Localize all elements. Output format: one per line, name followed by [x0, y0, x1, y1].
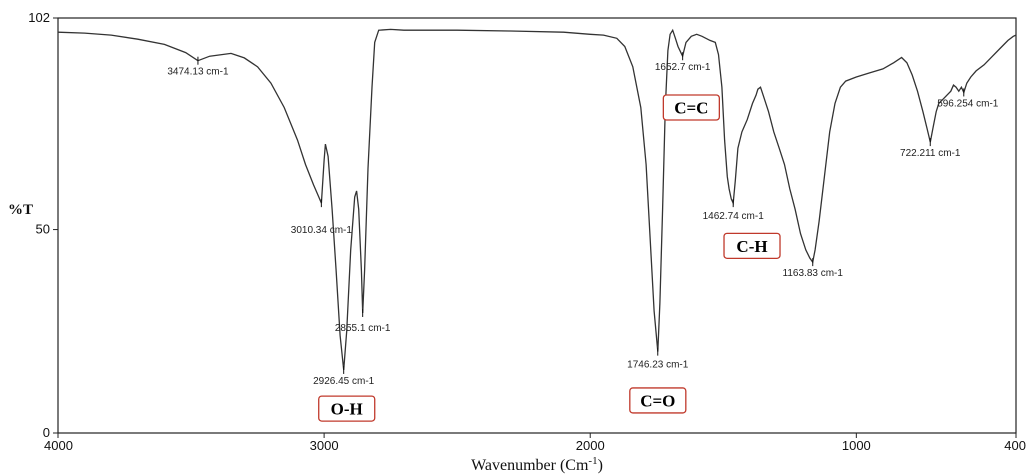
peak-labels: 3474.13 cm-1 3010.34 cm-1 2926.45 cm-1 2855…: [167, 52, 999, 387]
peak-label: 1163.83 cm-1: [783, 268, 844, 279]
peak-label: 1746.23 cm-1: [627, 360, 689, 371]
peak-label: 1462.74 cm-1: [703, 211, 765, 222]
peak-label: 1652.7 cm-1: [655, 62, 711, 73]
x-tick-label: 2000: [576, 438, 605, 453]
y-tick-label: 50: [36, 222, 50, 237]
group-label-box: [723, 232, 781, 259]
x-axis-label: Wavenumber (Cm-1): [471, 455, 603, 474]
group-label-box: [662, 94, 720, 121]
x-tick-label: 3000: [310, 438, 339, 453]
peak-label: 2926.45 cm-1: [313, 376, 375, 387]
group-label: C=O: [640, 391, 675, 410]
functional-group-labels: O-H C=O C=C C-H: [318, 94, 781, 422]
x-axis-label-main: Wavenumber (Cm: [471, 457, 589, 474]
x-tick-label: 4000: [44, 438, 73, 453]
peak-label: 2855.1 cm-1: [335, 323, 391, 334]
x-tick-label: 1000: [842, 438, 871, 453]
peak-label: 596.254 cm-1: [937, 98, 999, 109]
x-axis-label-close: ): [598, 457, 603, 474]
group-label: C=C: [674, 99, 708, 118]
group-label: C-H: [736, 237, 767, 256]
group-label-box: [318, 395, 376, 422]
peak-label: 722.211 cm-1: [900, 148, 961, 159]
y-tick-label: 102: [28, 10, 50, 25]
x-axis-label-sup: -1: [588, 455, 597, 467]
group-label-box: [629, 387, 687, 414]
spectrum-line: [57, 28, 1017, 370]
peak-label: 3010.34 cm-1: [291, 225, 353, 236]
y-tick-label: 0: [43, 425, 50, 440]
y-axis-label: %T: [8, 202, 33, 218]
group-label: O-H: [331, 400, 363, 419]
x-tick-label: 400: [1004, 438, 1026, 453]
plot-frame: [57, 17, 1017, 434]
peak-label: 3474.13 cm-1: [167, 67, 229, 78]
